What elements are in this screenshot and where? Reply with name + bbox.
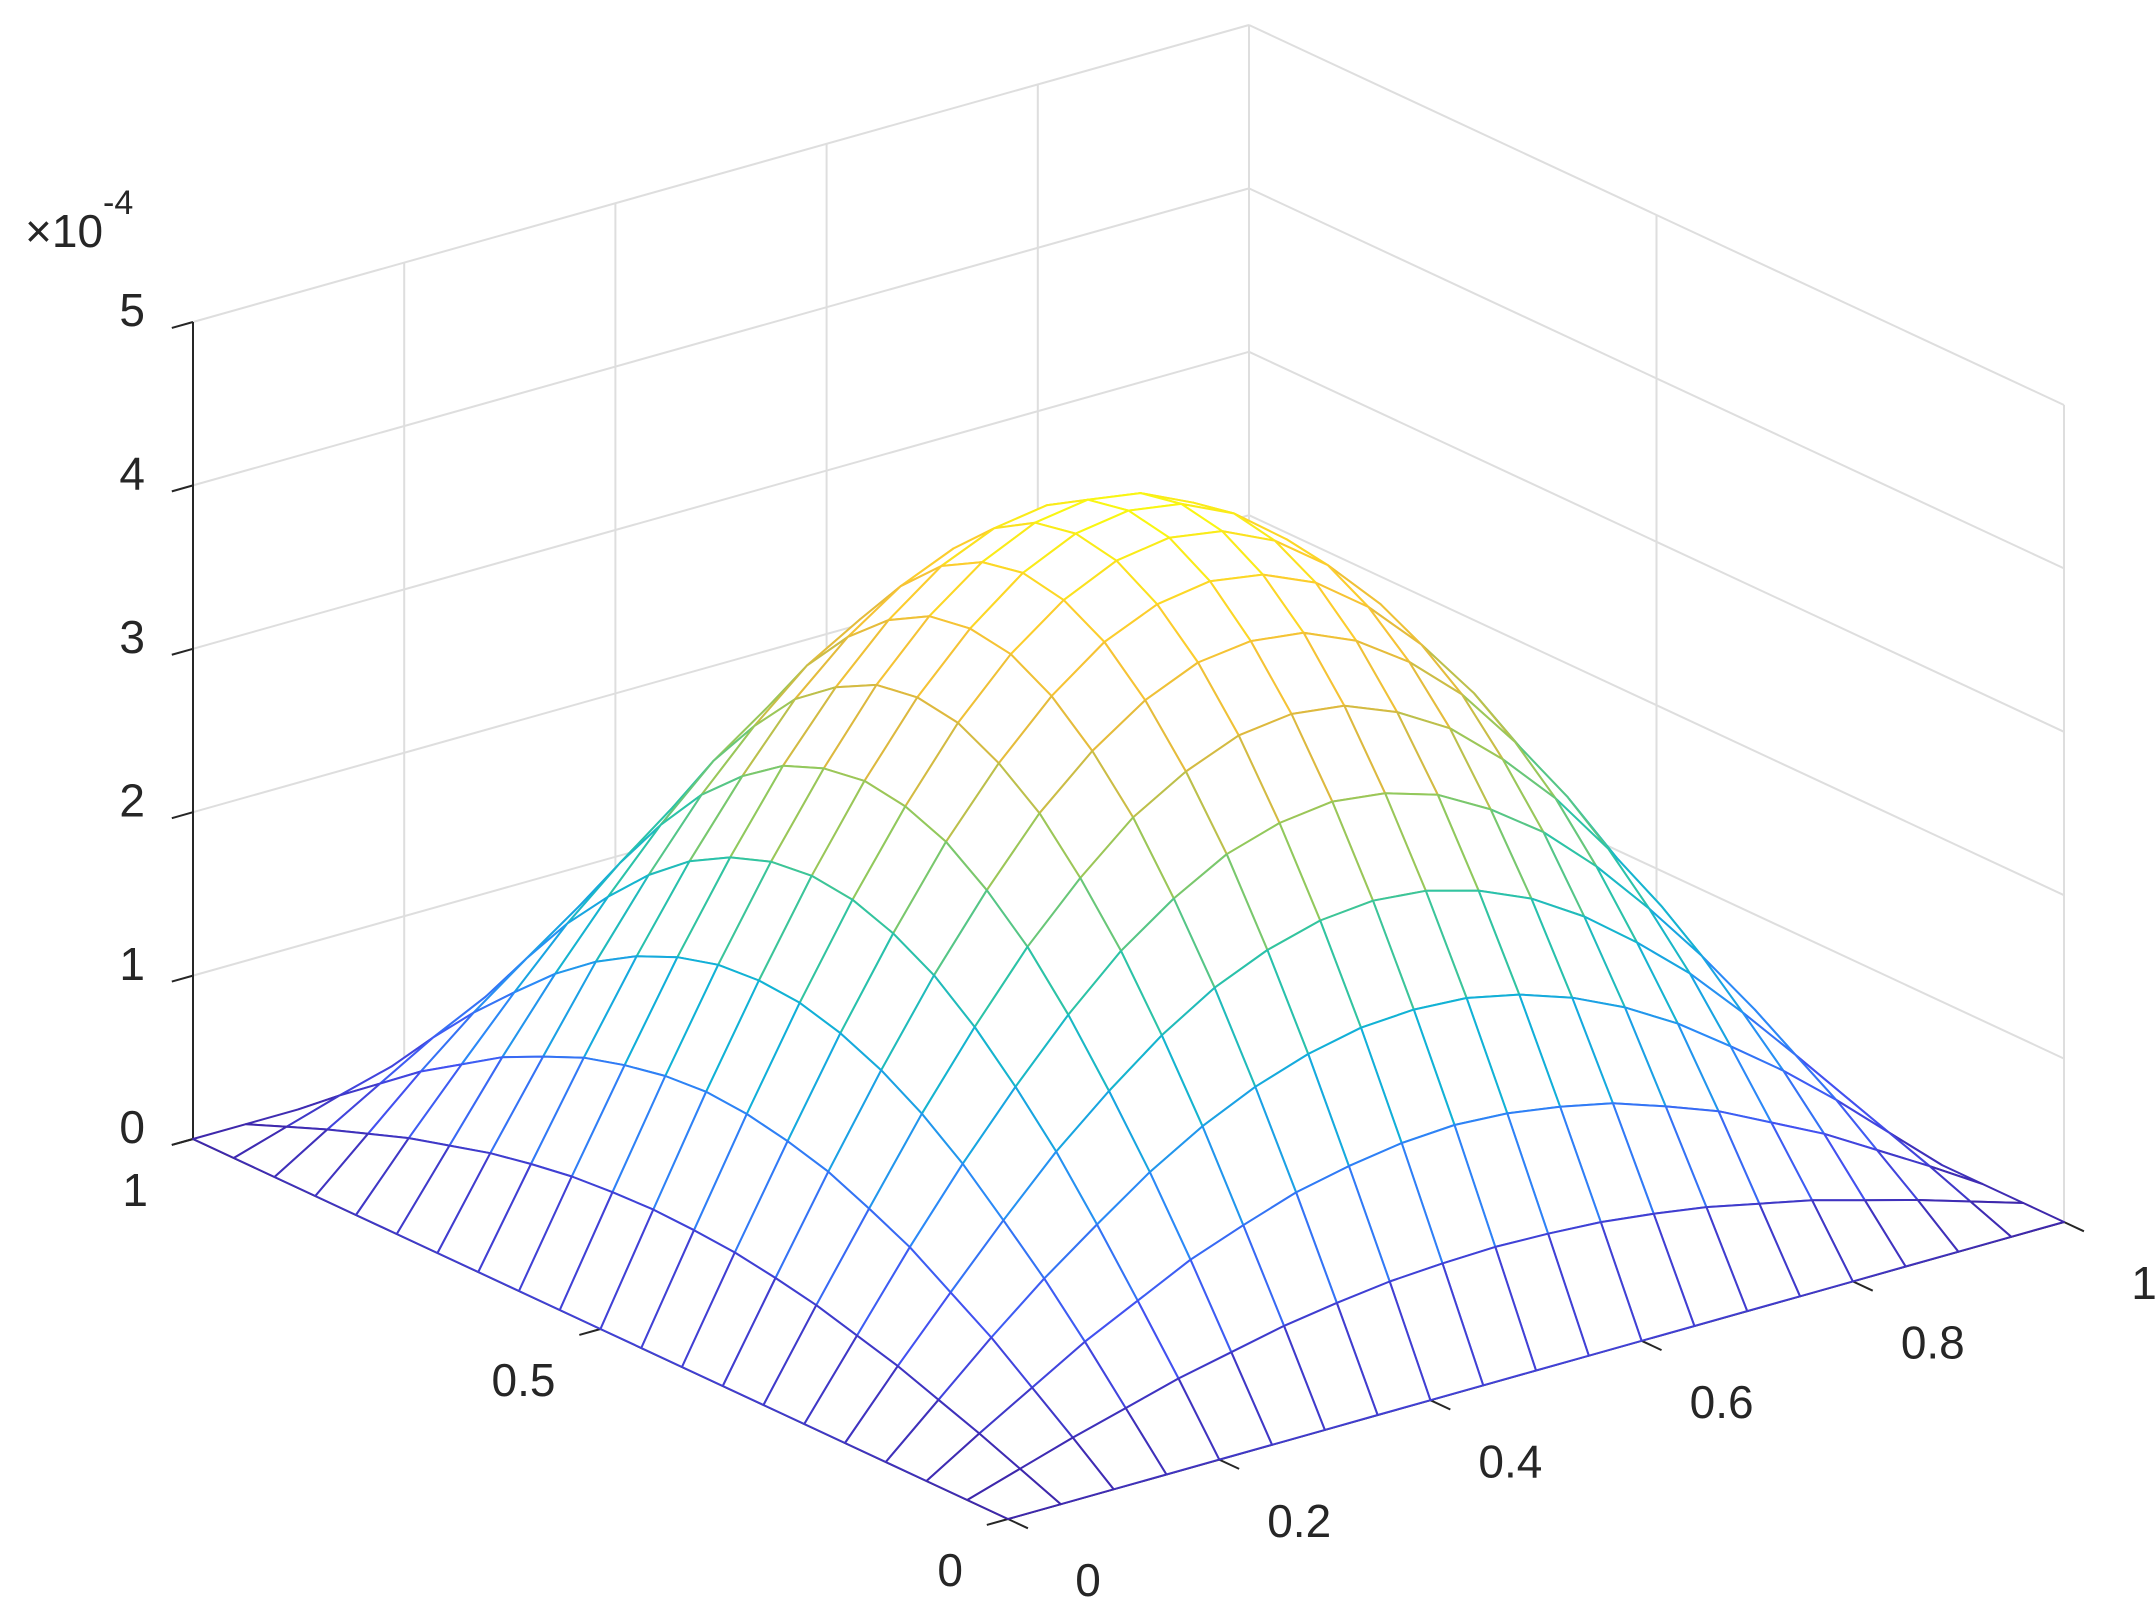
x-tick-label: 0.2: [1267, 1495, 1331, 1547]
grid-line: [1248, 24, 2065, 406]
z-exponent-power: -4: [103, 184, 133, 222]
x-tick: [1852, 1280, 1874, 1292]
x-tick-label: 0.6: [1690, 1376, 1754, 1428]
z-tick: [171, 321, 194, 329]
y-tick: [579, 1328, 601, 1336]
y-tick: [986, 1518, 1009, 1526]
grid-line: [192, 24, 1250, 323]
z-exponent-base: ×10: [25, 205, 103, 257]
x-tick-label: 1: [2131, 1257, 2155, 1309]
z-tick: [171, 1138, 194, 1146]
z-tick-label: 4: [119, 448, 145, 500]
x-tick-label: 0.4: [1478, 1435, 1542, 1487]
z-tick-label: 5: [119, 284, 145, 336]
grid-line: [192, 350, 1250, 650]
y-tick-label: 0: [937, 1544, 963, 1596]
z-tick: [171, 647, 194, 656]
grid-line: [192, 187, 1250, 487]
x-tick: [1429, 1399, 1451, 1411]
z-tick: [171, 484, 194, 493]
z-tick: [171, 811, 194, 820]
x-tick-label: 0.8: [1901, 1317, 1965, 1369]
z-tick: [171, 974, 194, 983]
y-tick-label: 1: [122, 1164, 148, 1216]
x-tick: [1641, 1339, 1662, 1352]
z-exponent: ×10-4: [25, 184, 133, 257]
z-tick-label: 3: [119, 611, 145, 663]
x-tick: [1218, 1458, 1240, 1470]
z-tick-label: 1: [119, 938, 145, 990]
grid-line: [1248, 187, 2065, 570]
z-tick-label: 0: [119, 1101, 145, 1153]
x-tick: [2063, 1221, 2085, 1233]
x-tick: [1007, 1518, 1029, 1530]
surface: [192, 492, 2065, 1520]
x-tick-label: 0: [1075, 1554, 1101, 1606]
mesh-cell: [966, 1467, 1062, 1520]
grid-line: [1248, 514, 2065, 897]
y-tick-label: 0.5: [492, 1354, 556, 1406]
grid-line: [1248, 350, 2065, 733]
z-tick-label: 2: [119, 774, 145, 826]
